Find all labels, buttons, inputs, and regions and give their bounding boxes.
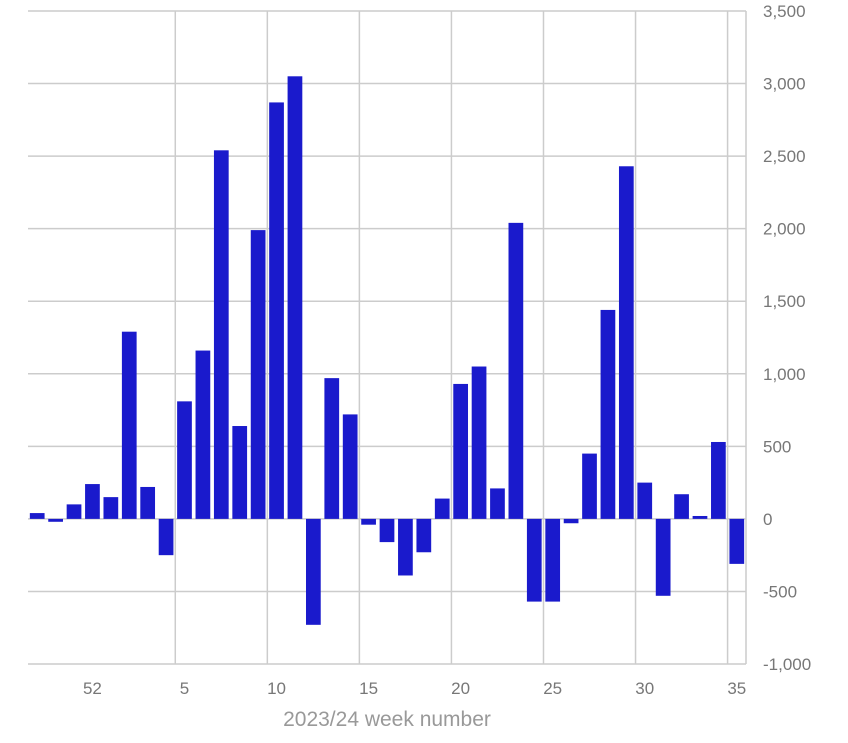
y-tick-label: 0 — [763, 510, 772, 529]
bar — [361, 518, 376, 525]
bar — [545, 518, 561, 602]
bar — [416, 518, 432, 553]
bar — [287, 76, 303, 519]
bar — [674, 494, 689, 519]
bar — [692, 515, 708, 519]
bar — [342, 414, 358, 519]
bar — [177, 401, 192, 519]
x-tick-label: 35 — [727, 679, 746, 698]
y-tick-label: 1,000 — [763, 365, 806, 384]
bar — [29, 513, 45, 519]
bar — [250, 230, 266, 519]
y-tick-label: 500 — [763, 437, 791, 456]
bar — [655, 518, 671, 596]
bar — [213, 150, 229, 519]
bar — [711, 441, 726, 519]
bar — [637, 482, 653, 519]
x-tick-label: 30 — [635, 679, 654, 698]
grid-lines — [28, 10, 747, 665]
bar — [398, 518, 413, 576]
bars — [29, 76, 745, 625]
y-tick-label: 2,500 — [763, 147, 806, 166]
bar — [158, 518, 174, 556]
bar — [471, 366, 487, 519]
x-tick-label: 10 — [267, 679, 286, 698]
bar — [618, 166, 634, 519]
bar — [195, 350, 211, 519]
bar — [232, 426, 248, 519]
y-tick-label: -500 — [763, 582, 797, 601]
bar — [379, 518, 395, 543]
x-axis-label: 2023/24 week number — [283, 708, 491, 731]
bar — [600, 309, 616, 519]
x-tick-label: 5 — [180, 679, 189, 698]
bar — [508, 222, 524, 519]
bar — [582, 453, 597, 519]
bar — [434, 498, 450, 519]
bar — [490, 488, 505, 519]
bar — [269, 102, 284, 519]
y-tick-label: 2,000 — [763, 220, 806, 239]
bar — [305, 518, 321, 625]
x-axis-ticks: 52 5 10 15 20 25 30 35 — [83, 679, 746, 698]
y-axis-ticks: 3,500 3,000 2,500 2,000 1,500 1,000 500 0 -500 -1… — [763, 2, 811, 674]
y-tick-label: -1,000 — [763, 655, 811, 674]
bar — [563, 518, 579, 524]
y-tick-label: 1,500 — [763, 292, 806, 311]
bar — [526, 518, 542, 602]
x-tick-label: 25 — [543, 679, 562, 698]
x-tick-label: 15 — [359, 679, 378, 698]
y-tick-label: 3,000 — [763, 75, 806, 94]
bar — [66, 504, 82, 519]
bar — [324, 378, 340, 519]
bar — [729, 518, 745, 564]
y-tick-label: 3,500 — [763, 2, 806, 21]
bar — [453, 383, 469, 519]
bar — [48, 518, 63, 522]
bar — [85, 484, 100, 519]
x-tick-label: 52 — [83, 679, 102, 698]
bar — [121, 331, 137, 519]
x-tick-label: 20 — [451, 679, 470, 698]
bar — [103, 497, 119, 519]
bar — [140, 486, 156, 519]
